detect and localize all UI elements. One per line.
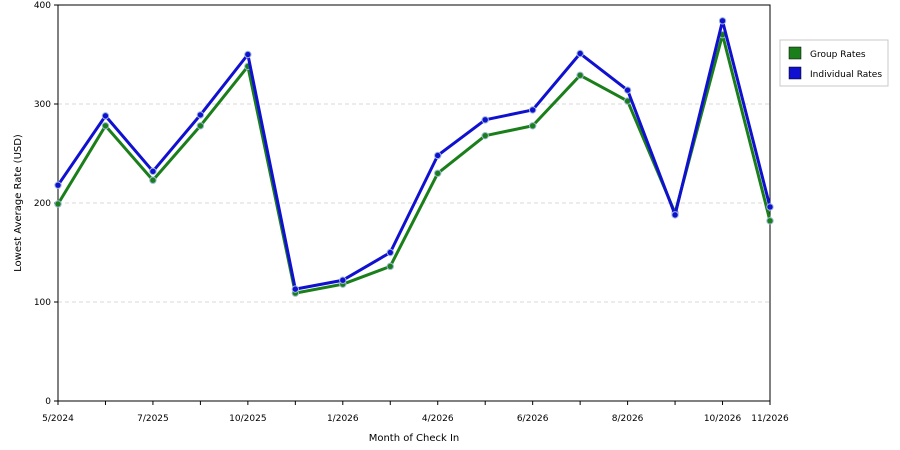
legend: Group Rates Individual Rates	[779, 39, 889, 87]
series-line	[56, 19, 772, 291]
legend-swatch-group-rates	[788, 46, 802, 60]
x-tick-label: 4/2026	[422, 414, 454, 424]
legend-label-individual-rates: Individual Rates	[810, 70, 882, 80]
x-tick-label: 5/2024	[42, 414, 74, 424]
x-tick-label: 10/2026	[704, 414, 742, 424]
data-point[interactable]	[54, 181, 62, 189]
x-axis-title: Month of Check In	[369, 433, 460, 444]
data-point[interactable]	[196, 122, 205, 130]
series-lines	[54, 17, 774, 297]
data-point[interactable]	[576, 49, 584, 58]
data-point[interactable]	[481, 116, 489, 124]
x-tick-label: 8/2026	[612, 414, 644, 424]
y-tick-label: 0	[45, 397, 51, 407]
data-point[interactable]	[149, 176, 157, 184]
data-point[interactable]	[196, 111, 205, 119]
x-tick-label: 7/2025	[137, 414, 169, 424]
data-point[interactable]	[244, 50, 252, 59]
x-tick-label: 6/2026	[517, 414, 549, 424]
x-tick-label: 11/2026	[751, 414, 789, 424]
data-point[interactable]	[386, 262, 394, 271]
legend-swatch-individual-rates	[788, 66, 802, 80]
y-tick-label: 200	[34, 199, 51, 209]
data-point[interactable]	[481, 131, 489, 140]
data-point[interactable]	[386, 248, 394, 257]
data-point[interactable]	[766, 203, 774, 211]
data-point[interactable]	[623, 86, 632, 94]
data-point[interactable]	[101, 112, 110, 120]
series-1	[54, 17, 774, 293]
x-tick-label: 1/2026	[327, 414, 359, 424]
data-point[interactable]	[291, 285, 300, 293]
data-point[interactable]	[766, 217, 774, 225]
data-point[interactable]	[54, 200, 62, 208]
x-tick-label: 10/2025	[229, 414, 266, 424]
y-tick-label: 400	[34, 1, 51, 11]
y-tick-label: 100	[34, 298, 51, 308]
data-point[interactable]	[434, 169, 442, 178]
legend-label-group-rates: Group Rates	[810, 50, 866, 60]
x-axis-ticks: 5/2024 7/2025 10/2025 1/2026 4/2026 6/2026 8/2…	[42, 401, 789, 424]
data-point[interactable]	[339, 276, 347, 284]
data-point[interactable]	[671, 211, 679, 219]
data-point[interactable]	[528, 122, 537, 130]
series-line	[56, 33, 772, 295]
y-axis-title: Lowest Average Rate (USD)	[13, 134, 24, 272]
data-point[interactable]	[101, 122, 110, 130]
data-point[interactable]	[528, 106, 537, 114]
series-0	[54, 31, 774, 297]
data-point[interactable]	[576, 71, 584, 79]
data-point[interactable]	[434, 151, 442, 160]
y-tick-label: 300	[34, 100, 51, 110]
data-point[interactable]	[718, 17, 727, 25]
data-point[interactable]	[149, 167, 157, 176]
